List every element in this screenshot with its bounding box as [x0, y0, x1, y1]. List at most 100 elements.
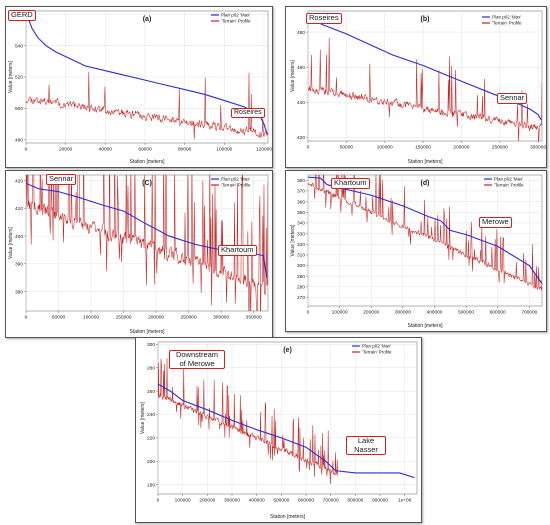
y-tick-label: 180 — [147, 482, 155, 488]
x-tick-label: 120000 — [256, 147, 272, 153]
x-tick-label: 700000 — [521, 310, 537, 316]
x-tick-label: 100000 — [332, 310, 348, 316]
x-tick-label: 80000 — [178, 147, 192, 153]
terrain-profile-line — [26, 175, 268, 311]
terrain-profile-line — [308, 175, 542, 291]
y-tick-label: 480 — [297, 30, 305, 36]
x-tick-label: 0 — [307, 310, 310, 316]
callout-roseires: Roseires — [231, 108, 265, 118]
legend-terrain-label: 'Terrain' Profile — [492, 21, 522, 26]
series-group — [308, 175, 542, 291]
plot-area — [306, 10, 543, 143]
x-tick-label: 50000 — [340, 145, 354, 151]
chart-title: (C) — [142, 180, 152, 187]
y-tick-label: 260 — [147, 389, 155, 395]
y-tick-label: 460 — [297, 65, 305, 71]
y-tick-label: 370 — [297, 189, 305, 195]
legend: Plan p02 'Max''Terrain' Profile — [352, 344, 392, 355]
x-tick-label: 400000 — [249, 498, 265, 504]
chart-panel-a: 4805005205405600200004000060000800001000… — [5, 6, 273, 168]
y-axis-label: Value [meters] — [290, 224, 296, 256]
y-tick-label: 290 — [297, 274, 305, 280]
chart-panel-b: 420 440 460 480 0 50000 100000 150000 200000 2500… — [285, 6, 547, 168]
chart-c: 380 390 400 410 420 0 50000 100000 150000 200000 2… — [8, 174, 269, 335]
x-tick-label: 40000 — [99, 147, 113, 153]
y-tick-label: 240 — [147, 412, 155, 418]
chart-title: (b) — [421, 16, 430, 23]
y-tick-label: 380 — [297, 178, 305, 184]
x-tick-label: 200000 — [453, 145, 469, 151]
chart-d: 270 280 290 300 310 320 330 340 350 360 370 380 0 100… — [290, 174, 543, 329]
x-tick-label: 0 — [307, 145, 310, 151]
plot-frame — [307, 174, 543, 307]
chart-title: (a) — [143, 16, 152, 23]
y-tick-label: 410 — [15, 206, 23, 212]
y-tick-label: 500 — [15, 106, 23, 112]
x-tick-label: 150000 — [415, 145, 431, 151]
y-tick-label: 200 — [147, 459, 155, 465]
x-axis-label: Station [meters] — [407, 323, 443, 329]
x-tick-label: 50000 — [52, 315, 66, 321]
legend-terrain-label: 'Terrain' Profile — [221, 19, 251, 24]
plot-area — [24, 10, 269, 145]
chart-a: 4805005205405600200004000060000800001000… — [8, 10, 272, 165]
callout-gerd: GERD — [8, 10, 36, 21]
y-tick-label: 400 — [15, 234, 23, 240]
x-axis-label: Station [meters] — [129, 329, 165, 335]
y-axis-label: Value [meters] — [8, 60, 14, 92]
callout-downstream-merowe: Downstream of Merowe — [169, 350, 225, 369]
x-tick-label: 500000 — [273, 498, 289, 504]
x-tick-label: 350000 — [246, 315, 262, 321]
x-axis-label: Station [meters] — [407, 159, 443, 165]
y-tick-label: 420 — [297, 135, 305, 141]
legend-plan-label: Plan p02 'Max' — [362, 344, 391, 349]
x-tick-label: 100000 — [175, 498, 191, 504]
plan-profile-line — [308, 176, 542, 284]
chart-panel-c: 380 390 400 410 420 0 50000 100000 150000 200000 2… — [5, 170, 273, 338]
callout-khartoum-d: Khartoum — [331, 178, 370, 189]
x-tick-label: 0 — [25, 315, 28, 321]
chart-panel-e: 180 200 220 240 260 280 300 0 100000 200000 300000… — [135, 337, 422, 523]
plot-frame — [307, 10, 543, 142]
x-tick-label: 300000 — [395, 310, 411, 316]
series-group — [158, 358, 415, 484]
y-tick-label: 340 — [297, 221, 305, 227]
plan-profile-line — [158, 383, 415, 479]
legend: Plan p02 'Max''Terrain' Profile — [484, 177, 524, 188]
chart-b: 420 440 460 480 0 50000 100000 150000 200000 2500… — [290, 10, 546, 165]
y-tick-label: 440 — [297, 100, 305, 106]
x-tick-label: 900000 — [372, 498, 388, 504]
x-tick-label: 800000 — [347, 498, 363, 504]
callout-roseires-b: Roseires — [306, 13, 342, 24]
chart-title: (d) — [421, 180, 430, 187]
y-tick-label: 300 — [297, 263, 305, 269]
x-tick-label: 0 — [157, 498, 160, 504]
x-tick-label: 600000 — [490, 310, 506, 316]
plot-area — [24, 174, 269, 313]
x-tick-label: 200000 — [199, 498, 215, 504]
legend: Plan p02 'Max''Terrain' Profile — [211, 177, 251, 188]
x-tick-label: 700000 — [323, 498, 339, 504]
y-tick-label: 310 — [297, 253, 305, 259]
y-axis-label: Value [meters] — [290, 59, 296, 91]
x-tick-label: 1e+06 — [398, 498, 412, 504]
terrain-profile-line — [308, 37, 542, 141]
legend: Plan p02 'Max''Terrain' Profile — [482, 15, 522, 26]
terrain-profile-line — [158, 358, 339, 484]
x-tick-label: 150000 — [116, 315, 132, 321]
x-tick-label: 100000 — [377, 145, 393, 151]
x-tick-label: 200000 — [363, 310, 379, 316]
y-tick-label: 390 — [15, 262, 23, 268]
y-tick-label: 540 — [15, 43, 23, 49]
y-tick-label: 350 — [297, 210, 305, 216]
terrain-profile-line — [26, 71, 268, 140]
x-tick-label: 250000 — [492, 145, 508, 151]
callout-merowe-d: Merowe — [479, 217, 512, 228]
x-tick-label: 100000 — [83, 315, 99, 321]
x-tick-label: 600000 — [298, 498, 314, 504]
x-tick-label: 300000 — [530, 145, 546, 151]
x-axis-label: Station [meters] — [129, 159, 165, 165]
y-tick-label: 280 — [297, 285, 305, 291]
callout-lake-nasser: Lake Nasser — [346, 436, 386, 455]
x-tick-label: 100000 — [216, 147, 232, 153]
